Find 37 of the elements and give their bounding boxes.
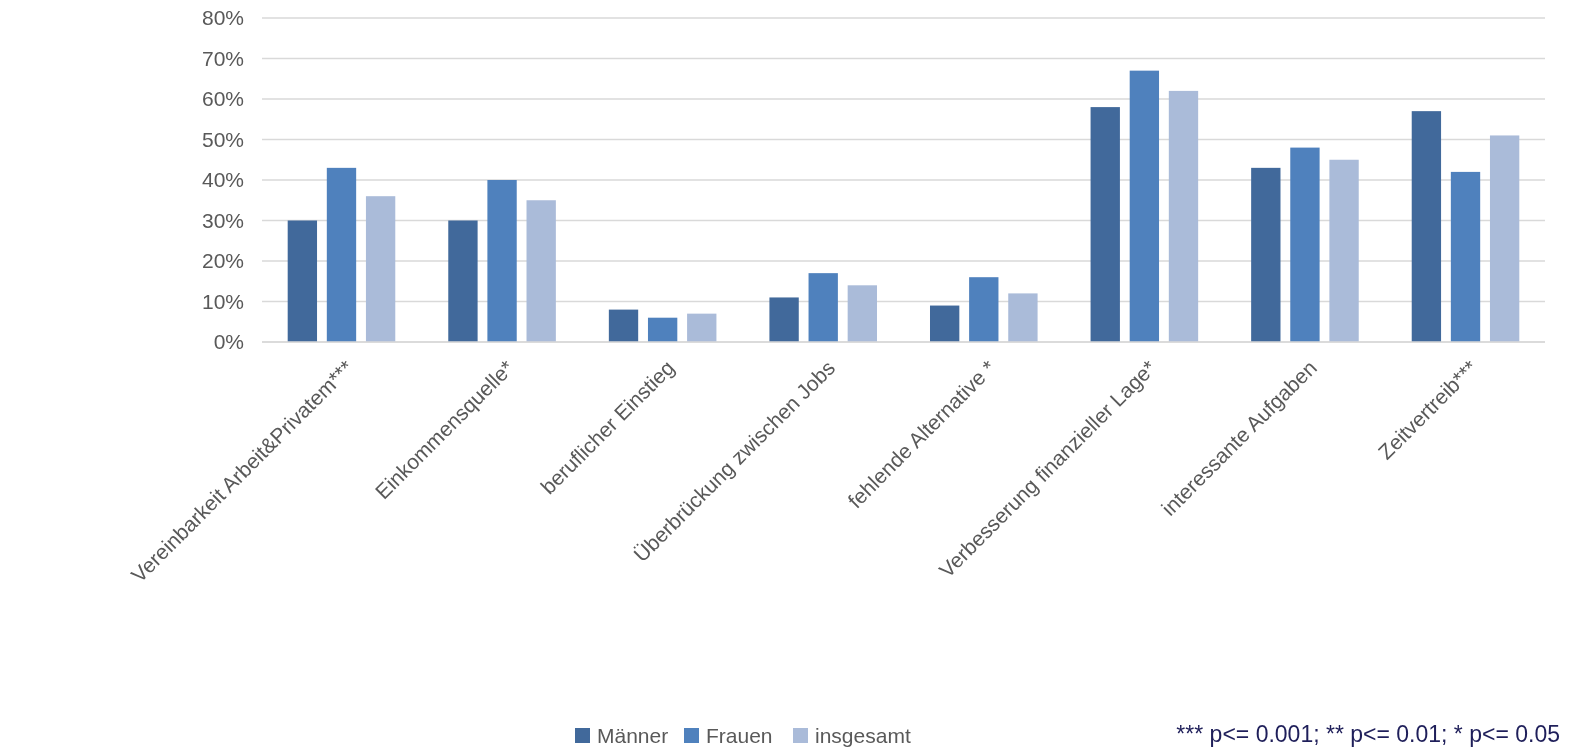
bar bbox=[969, 277, 999, 342]
bar bbox=[365, 196, 396, 342]
legend-label: insgesamt bbox=[815, 724, 911, 748]
y-tick-label: 80% bbox=[201, 6, 244, 30]
bar bbox=[608, 309, 639, 342]
bar bbox=[487, 180, 517, 342]
y-tick-label: 70% bbox=[201, 46, 244, 70]
bar bbox=[1489, 135, 1520, 342]
bar bbox=[1090, 107, 1120, 342]
bar bbox=[1008, 293, 1038, 342]
bar bbox=[847, 285, 877, 342]
bar bbox=[687, 313, 717, 342]
y-tick-label: 50% bbox=[201, 127, 244, 151]
y-tick-label: 20% bbox=[201, 249, 244, 273]
bar bbox=[287, 220, 318, 342]
bar bbox=[769, 297, 799, 342]
bar bbox=[930, 305, 960, 342]
y-tick-label: 30% bbox=[201, 208, 244, 232]
bar bbox=[1168, 90, 1199, 342]
bar bbox=[326, 167, 357, 342]
y-tick-label: 0% bbox=[213, 330, 244, 354]
legend-label: Frauen bbox=[706, 724, 773, 748]
bar bbox=[448, 220, 478, 342]
legend-label: Männer bbox=[597, 724, 669, 748]
y-tick-label: 10% bbox=[201, 289, 244, 313]
bar bbox=[647, 317, 678, 342]
bar bbox=[1290, 147, 1320, 342]
bar bbox=[1411, 111, 1442, 342]
text: *** p<= 0.001; ** p<= 0.01; * p<= 0.05 bbox=[1176, 721, 1560, 748]
bar bbox=[526, 200, 556, 342]
y-tick-label: 40% bbox=[201, 168, 244, 192]
bar bbox=[1129, 70, 1160, 342]
bar bbox=[1450, 171, 1481, 342]
bar bbox=[1329, 159, 1359, 342]
y-tick-label: 60% bbox=[201, 87, 244, 111]
bar bbox=[1251, 167, 1281, 342]
bar bbox=[808, 273, 838, 342]
